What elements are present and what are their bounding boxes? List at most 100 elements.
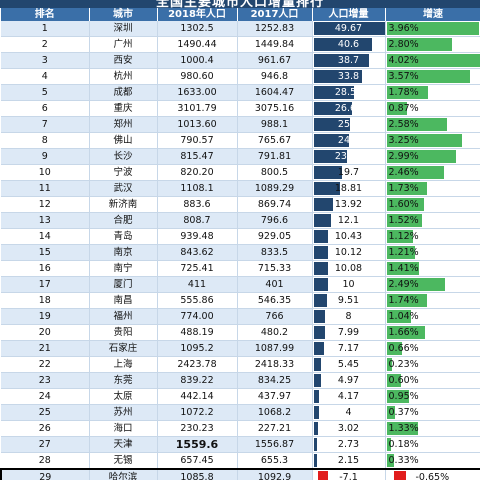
city-cell: 新济南 <box>89 196 158 213</box>
growth-bar <box>386 54 480 67</box>
table-row: 1 深圳 1302.5 1252.83 49.67 3.96% <box>1 21 480 37</box>
city-cell: 厦门 <box>89 276 158 293</box>
pop2017-cell: 715.33 <box>237 260 313 277</box>
increase-cell: 3.02 <box>312 420 386 437</box>
increase-value: 28.53 <box>334 87 363 98</box>
header-pop2017: 2017人口 <box>237 8 313 21</box>
increase-value: -7.1 <box>339 472 358 480</box>
growth-value: 1.73% <box>388 183 419 194</box>
growth-value: 2.58% <box>388 119 419 130</box>
increase-cell: 28.53 <box>312 84 386 101</box>
rank-cell: 23 <box>1 372 90 389</box>
increase-bar <box>313 134 350 147</box>
city-cell: 太原 <box>89 388 158 405</box>
table-row: 16 南宁 725.41 715.33 10.08 1.41% <box>1 260 480 277</box>
pop2018-cell: 230.23 <box>157 420 238 437</box>
pop2017-cell: 961.67 <box>237 52 313 69</box>
increase-value: 12.1 <box>337 215 360 226</box>
growth-value: 0.87% <box>388 103 419 114</box>
increase-cell: 4 <box>312 404 386 421</box>
rank-cell: 4 <box>1 68 90 85</box>
increase-cell: -7.1 <box>312 468 386 480</box>
header-row: 排名 城市 2018年人口 2017人口 人口增量 增速 <box>1 8 480 21</box>
city-cell: 西安 <box>89 52 158 69</box>
pop2017-cell: 1252.83 <box>237 21 313 37</box>
rank-cell: 13 <box>1 212 90 229</box>
table-row: 12 新济南 883.6 869.74 13.92 1.60% <box>1 196 480 213</box>
growth-bar <box>386 198 424 211</box>
increase-bar <box>313 454 317 467</box>
table-body: 1 深圳 1302.5 1252.83 49.67 3.96% 2 广州 1490.44 1449… <box>0 21 480 480</box>
growth-bar <box>386 310 411 323</box>
pop2017-cell: 796.6 <box>237 212 313 229</box>
growth-cell: 0.60% <box>385 372 480 389</box>
growth-value: 1.74% <box>388 295 419 306</box>
pop2018-cell: 411 <box>157 276 238 293</box>
city-cell: 佛山 <box>89 132 158 149</box>
rank-cell: 28 <box>1 452 90 470</box>
growth-value: 0.66% <box>388 343 419 354</box>
growth-cell: 2.46% <box>385 164 480 181</box>
pop2017-cell: 765.67 <box>237 132 313 149</box>
pop2018-cell: 555.86 <box>157 292 238 309</box>
increase-bar <box>313 422 318 435</box>
pop2017-cell: 655.3 <box>237 452 313 470</box>
increase-bar <box>313 22 384 35</box>
pop2017-cell: 1089.29 <box>237 180 313 197</box>
city-cell: 上海 <box>89 356 158 373</box>
pop2017-cell: 833.5 <box>237 244 313 261</box>
increase-value: 10.43 <box>334 231 363 242</box>
rank-cell: 25 <box>1 404 90 421</box>
growth-cell: -0.65% <box>385 468 480 480</box>
growth-bar <box>386 150 457 163</box>
table-row: 7 郑州 1013.60 988.1 25.5 2.58% <box>1 116 480 133</box>
increase-cell: 10.08 <box>312 260 386 277</box>
increase-value: 23.66 <box>334 151 363 162</box>
rank-cell: 18 <box>1 292 90 309</box>
increase-value: 13.92 <box>334 199 363 210</box>
increase-value: 49.67 <box>334 23 363 34</box>
growth-cell: 2.49% <box>385 276 480 293</box>
table-row: 10 宁波 820.20 800.5 19.7 2.46% <box>1 164 480 181</box>
rank-cell: 11 <box>1 180 90 197</box>
city-cell: 成都 <box>89 84 158 101</box>
rank-cell: 12 <box>1 196 90 213</box>
growth-cell: 0.33% <box>385 452 480 470</box>
growth-value: 0.95% <box>388 391 419 402</box>
increase-value: 4.17 <box>337 391 360 402</box>
increase-bar <box>313 262 328 275</box>
increase-bar <box>313 374 321 387</box>
growth-cell: 2.58% <box>385 116 480 133</box>
growth-cell: 2.99% <box>385 148 480 165</box>
table-row: 23 东莞 839.22 834.25 4.97 0.60% <box>1 372 480 389</box>
pop2018-cell: 1108.1 <box>157 180 238 197</box>
growth-cell: 1.41% <box>385 260 480 277</box>
growth-cell: 4.02% <box>385 52 480 69</box>
city-cell: 天津 <box>89 436 158 453</box>
growth-bar <box>386 390 409 403</box>
increase-value: 38.7 <box>337 55 360 66</box>
growth-value: 2.80% <box>388 39 419 50</box>
rank-cell: 24 <box>1 388 90 405</box>
rank-cell: 22 <box>1 356 90 373</box>
pop2018-cell: 939.48 <box>157 228 238 245</box>
table-row: 15 南京 843.62 833.5 10.12 1.21% <box>1 244 480 261</box>
increase-value: 18.81 <box>334 183 363 194</box>
increase-bar <box>313 182 341 195</box>
increase-value: 4 <box>345 407 352 418</box>
rank-cell: 6 <box>1 100 90 117</box>
growth-cell: 3.57% <box>385 68 480 85</box>
growth-value: 2.99% <box>388 151 419 162</box>
increase-cell: 7.99 <box>312 324 386 341</box>
city-cell: 南宁 <box>89 260 158 277</box>
growth-cell: 0.23% <box>385 356 480 373</box>
growth-cell: 3.96% <box>385 21 480 37</box>
increase-cell: 40.6 <box>312 36 386 53</box>
pop2017-cell: 766 <box>237 308 313 325</box>
table-row: 22 上海 2423.78 2418.33 5.45 0.23% <box>1 356 480 373</box>
increase-bar <box>317 471 328 480</box>
rank-cell: 19 <box>1 308 90 325</box>
table-row: 8 佛山 790.57 765.67 24.9 3.25% <box>1 132 480 149</box>
table-row: 28 无锡 657.45 655.3 2.15 0.33% <box>1 452 480 470</box>
growth-value: 2.46% <box>388 167 419 178</box>
